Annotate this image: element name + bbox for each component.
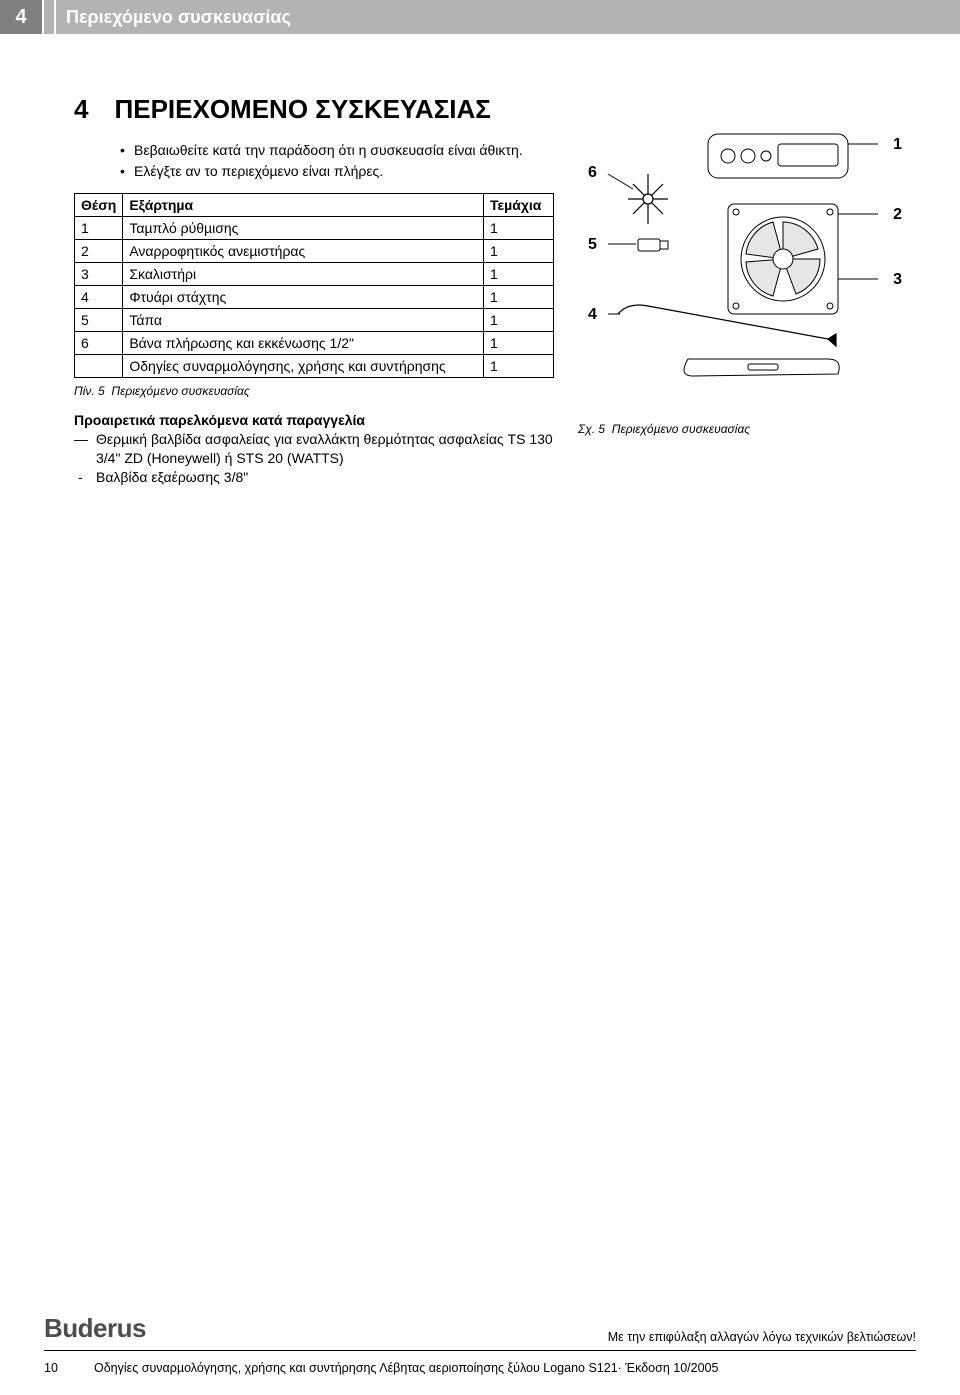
- page-footer: Buderus Με την επιφύλαξη αλλαγών λόγω τε…: [0, 1313, 960, 1395]
- figure-label-4: 4: [588, 306, 597, 324]
- table-row: 6Βάνα πλήρωσης και εκκένωσης 1/2"1: [75, 331, 554, 354]
- cell-item: Τάπα: [123, 308, 484, 331]
- cell-pos: 5: [75, 308, 123, 331]
- figure-diagram: 1 2 3 4 5 6: [578, 114, 898, 414]
- page-number: 10: [44, 1361, 64, 1375]
- table-caption: Πίν. 5 Περιεχόµενο συσκευασίας: [74, 384, 554, 398]
- figure-caption: Σχ. 5 Περιεχόµενο συσκευασίας: [578, 422, 916, 436]
- parts-table: Θέση Εξάρτηµα Τεµάχια 1Ταµπλό ρύθµισης1 …: [74, 193, 554, 378]
- table-row: 5Τάπα1: [75, 308, 554, 331]
- col-item-header: Εξάρτηµα: [123, 193, 484, 216]
- figure-label-6: 6: [588, 164, 597, 182]
- table-row: 1Ταµπλό ρύθµισης1: [75, 216, 554, 239]
- footer-top: Buderus Με την επιφύλαξη αλλαγών λόγω τε…: [44, 1313, 916, 1351]
- figure-label-3: 3: [893, 271, 902, 289]
- section-heading: ΠΕΡΙΕΧΟΜΕΝΟ ΣΥΣΚΕΥΑΣΙΑΣ: [114, 94, 490, 125]
- figure-caption-text: Περιεχόµενο συσκευασίας: [612, 422, 750, 436]
- optional-item: Βαλβίδα εξαέρωσης 3/8": [74, 468, 554, 487]
- table-row: 2Αναρροφητικός ανεµιστήρας1: [75, 239, 554, 262]
- cell-qty: 1: [484, 239, 554, 262]
- table-caption-prefix: Πίν. 5: [74, 384, 105, 398]
- page-header: 4 Περιεχόµενο συσκευασίας: [0, 0, 960, 34]
- cell-item: Φτυάρι στάχτης: [123, 285, 484, 308]
- left-column: 4 ΠΕΡΙΕΧΟΜΕΝΟ ΣΥΣΚΕΥΑΣΙΑΣ Βεβαιωθείτε κα…: [74, 94, 554, 486]
- cell-item: Ταµπλό ρύθµισης: [123, 216, 484, 239]
- intro-bullets: Βεβαιωθείτε κατά την παράδοση ότι η συσκ…: [120, 141, 554, 181]
- table-row: 3Σκαλιστήρι1: [75, 262, 554, 285]
- header-spacer: [44, 0, 56, 34]
- footer-notice: Με την επιφύλαξη αλλαγών λόγω τεχνικών β…: [608, 1330, 916, 1344]
- cell-qty: 1: [484, 285, 554, 308]
- cell-item: Βάνα πλήρωσης και εκκένωσης 1/2": [123, 331, 484, 354]
- cell-pos: 1: [75, 216, 123, 239]
- cell-pos: 4: [75, 285, 123, 308]
- header-chapter-number: 4: [0, 0, 44, 34]
- cell-item: Σκαλιστήρι: [123, 262, 484, 285]
- footer-docline: Οδηγίες συναρµολόγησης, χρήσης και συντή…: [94, 1361, 718, 1375]
- table-caption-text: Περιεχόµενο συσκευασίας: [111, 384, 249, 398]
- brand-logo: Buderus: [44, 1313, 146, 1344]
- optional-title: Προαιρετικά παρελκόµενα κατά παραγγελία: [74, 412, 554, 428]
- cell-item: Οδηγίες συναρµολόγησης, χρήσης και συντή…: [123, 354, 484, 377]
- figure-label-2: 2: [893, 206, 902, 224]
- cell-qty: 1: [484, 216, 554, 239]
- cell-item: Αναρροφητικός ανεµιστήρας: [123, 239, 484, 262]
- header-chapter-title: Περιεχόµενο συσκευασίας: [56, 0, 960, 34]
- section-title: 4 ΠΕΡΙΕΧΟΜΕΝΟ ΣΥΣΚΕΥΑΣΙΑΣ: [74, 94, 554, 125]
- optional-item: Θερµική βαλβίδα ασφαλείας για εναλλάκτη …: [74, 430, 554, 468]
- parts-diagram-icon: [578, 114, 898, 414]
- cell-qty: 1: [484, 331, 554, 354]
- cell-pos: [75, 354, 123, 377]
- col-qty-header: Τεµάχια: [484, 193, 554, 216]
- bullet-item: Ελέγξτε αν το περιεχόµενο είναι πλήρες.: [120, 162, 554, 181]
- cell-pos: 6: [75, 331, 123, 354]
- table-header-row: Θέση Εξάρτηµα Τεµάχια: [75, 193, 554, 216]
- cell-qty: 1: [484, 354, 554, 377]
- section-number: 4: [74, 94, 88, 125]
- col-pos-header: Θέση: [75, 193, 123, 216]
- right-column: 1 2 3 4 5 6 Σχ. 5 Περιεχόµενο συσκευασία…: [578, 94, 916, 486]
- footer-bottom: 10 Οδηγίες συναρµολόγησης, χρήσης και συ…: [44, 1361, 916, 1375]
- table-row: 4Φτυάρι στάχτης1: [75, 285, 554, 308]
- table-row: Οδηγίες συναρµολόγησης, χρήσης και συντή…: [75, 354, 554, 377]
- cell-qty: 1: [484, 308, 554, 331]
- cell-qty: 1: [484, 262, 554, 285]
- optional-list: Θερµική βαλβίδα ασφαλείας για εναλλάκτη …: [74, 430, 554, 487]
- figure-label-5: 5: [588, 236, 597, 254]
- cell-pos: 3: [75, 262, 123, 285]
- figure-caption-prefix: Σχ. 5: [578, 422, 605, 436]
- figure-label-1: 1: [893, 136, 902, 154]
- bullet-item: Βεβαιωθείτε κατά την παράδοση ότι η συσκ…: [120, 141, 554, 160]
- cell-pos: 2: [75, 239, 123, 262]
- content-area: 4 ΠΕΡΙΕΧΟΜΕΝΟ ΣΥΣΚΕΥΑΣΙΑΣ Βεβαιωθείτε κα…: [0, 34, 960, 486]
